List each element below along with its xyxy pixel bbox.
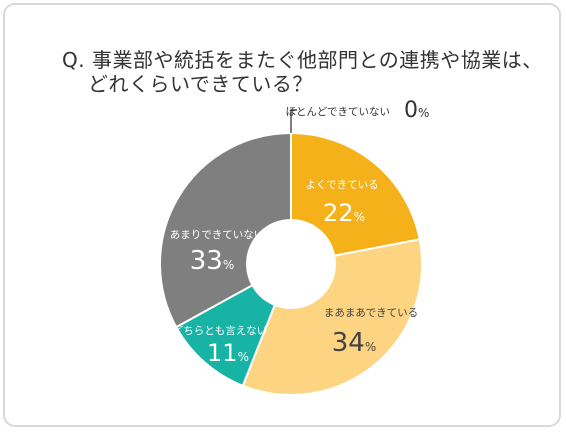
slice-label-1: まあまあできている <box>324 307 418 319</box>
slice-value-3: 33% <box>190 246 235 276</box>
slice-value-4: 0% <box>404 98 429 123</box>
slice-label-4: ほとんどできていない <box>286 106 390 118</box>
question-line-2: どれくらいできている？ <box>88 72 313 96</box>
donut-hole <box>246 219 336 309</box>
slice-label-2: どちらとも言えない <box>173 324 268 337</box>
slice-value-0: 22% <box>323 199 365 227</box>
slice-label-3: あまりできていない <box>170 229 265 241</box>
slice-value-2: 11% <box>207 339 249 367</box>
slice-label-0: よくできている <box>305 179 378 191</box>
slice-value-1: 34% <box>332 328 377 358</box>
pie-slice-0 <box>290 131 421 266</box>
question-line-1: Q. 事業部や統括をまたぐ他部門との連携や協業は、 <box>62 48 543 72</box>
leader-line <box>290 109 297 133</box>
